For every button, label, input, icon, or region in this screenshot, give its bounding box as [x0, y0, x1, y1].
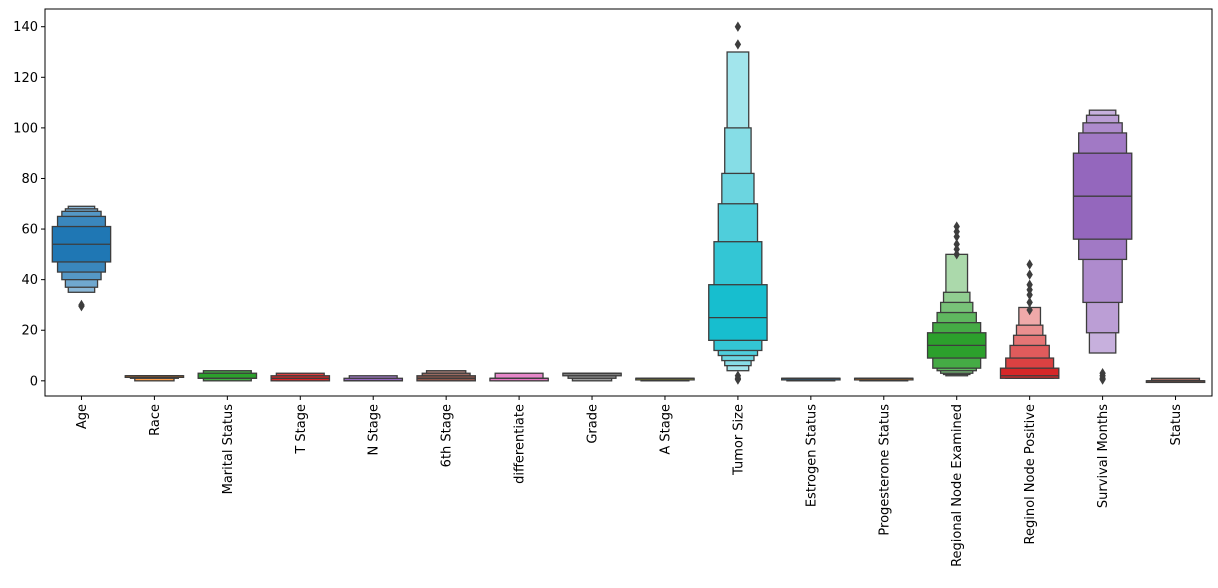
x-tick-label: Age [75, 404, 90, 429]
boxen-group-14 [1072, 109, 1133, 385]
x-tick-label: Race [148, 404, 163, 436]
outlier-point [1026, 269, 1033, 280]
outlier-point [734, 374, 742, 385]
x-tick-label: Marital Status [221, 404, 236, 495]
outlier-point [1026, 289, 1033, 301]
plot-area [51, 21, 1206, 385]
outlier-point [1026, 259, 1033, 270]
outlier-point [1099, 374, 1106, 385]
plot-frame [44, 8, 1213, 397]
x-tick-label: Progesterone Status [877, 404, 892, 536]
outlier-point [734, 39, 742, 50]
boxen-box [999, 367, 1060, 379]
boxen-group-1 [124, 375, 185, 382]
boxen-group-8 [635, 377, 695, 382]
boxen-group-12 [926, 221, 987, 377]
x-tick-label: Regional Node Examined [950, 404, 965, 567]
y-tick-label: 40 [21, 273, 38, 288]
boxen-group-0 [51, 205, 112, 312]
boxen-group-9 [708, 21, 768, 385]
boxen-group-13 [999, 259, 1060, 379]
boxen-group-3 [270, 372, 331, 382]
x-tick-label: N Stage [367, 404, 382, 455]
boxen-group-2 [197, 370, 258, 382]
boxen-group-6 [489, 372, 549, 382]
boxen-box [708, 284, 768, 342]
outlier-point [1026, 297, 1033, 308]
boxen-group-15 [1145, 377, 1206, 384]
x-tick-label: A Stage [658, 404, 673, 455]
x-tick-label: differentiate [513, 404, 528, 484]
outlier-point [734, 21, 742, 32]
y-tick-label: 60 [21, 223, 38, 238]
axes: 0 20 40 60 80 100 120 140 Age Race Marital Status T… [13, 8, 1213, 567]
y-tick-label: 140 [13, 20, 38, 35]
y-tick-label: 100 [13, 121, 38, 136]
boxen-group-4 [343, 375, 404, 382]
y-tick-label: 0 [30, 374, 38, 389]
outlier-point [78, 301, 85, 312]
x-tick-label: Survival Months [1096, 404, 1111, 508]
x-tick-label: 6th Stage [440, 404, 455, 467]
x-tick-label: Status [1169, 404, 1184, 446]
x-tick-label: Tumor Size [731, 404, 746, 476]
boxen-group-7 [562, 372, 622, 382]
boxen-group-11 [853, 377, 914, 382]
boxen-box [197, 372, 258, 379]
x-tick-label: Reginol Node Positive [1023, 404, 1038, 544]
boxen-group-10 [781, 377, 841, 382]
outlier-point [953, 249, 960, 260]
x-tick-label: T Stage [294, 404, 309, 455]
y-tick-label: 120 [13, 71, 38, 86]
x-tick-label: Estrogen Status [804, 404, 819, 507]
y-tick-label: 80 [21, 172, 38, 187]
outlier-point [1026, 304, 1033, 316]
x-tick-label: Grade [586, 404, 601, 444]
y-tick-label: 20 [21, 324, 38, 339]
boxen-group-5 [416, 370, 476, 382]
outlier-point [953, 231, 960, 242]
